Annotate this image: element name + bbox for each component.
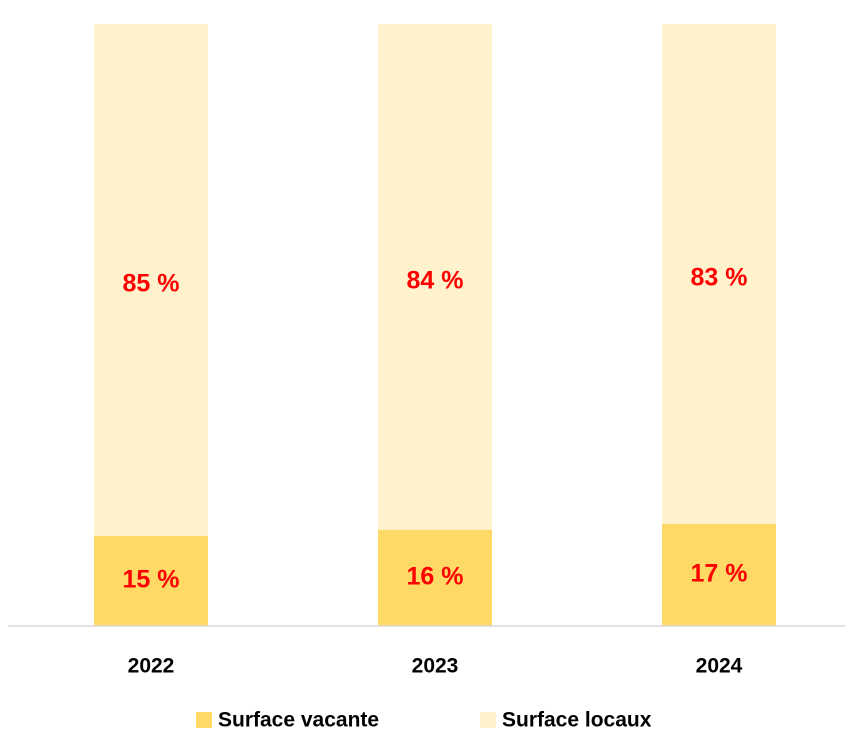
legend-label: Surface vacante bbox=[218, 709, 379, 732]
bar-segment bbox=[378, 24, 492, 530]
bar-segment bbox=[662, 523, 776, 626]
x-tick-label: 2024 bbox=[696, 655, 743, 678]
data-label: 85 % bbox=[123, 269, 180, 297]
data-label: 15 % bbox=[123, 565, 180, 593]
bar-segment bbox=[94, 24, 208, 536]
x-tick-label: 2022 bbox=[128, 655, 175, 678]
legend-label: Surface locaux bbox=[502, 709, 652, 732]
data-label: 17 % bbox=[691, 559, 748, 587]
data-label: 16 % bbox=[407, 562, 464, 590]
legend-swatch bbox=[196, 712, 212, 728]
x-tick-label: 2023 bbox=[412, 655, 459, 678]
legend-swatch bbox=[480, 712, 496, 728]
bar-segment bbox=[662, 24, 776, 524]
bar-segment bbox=[378, 529, 492, 626]
bar-segment bbox=[94, 535, 208, 626]
data-label: 83 % bbox=[691, 263, 748, 291]
data-label: 84 % bbox=[407, 266, 464, 294]
